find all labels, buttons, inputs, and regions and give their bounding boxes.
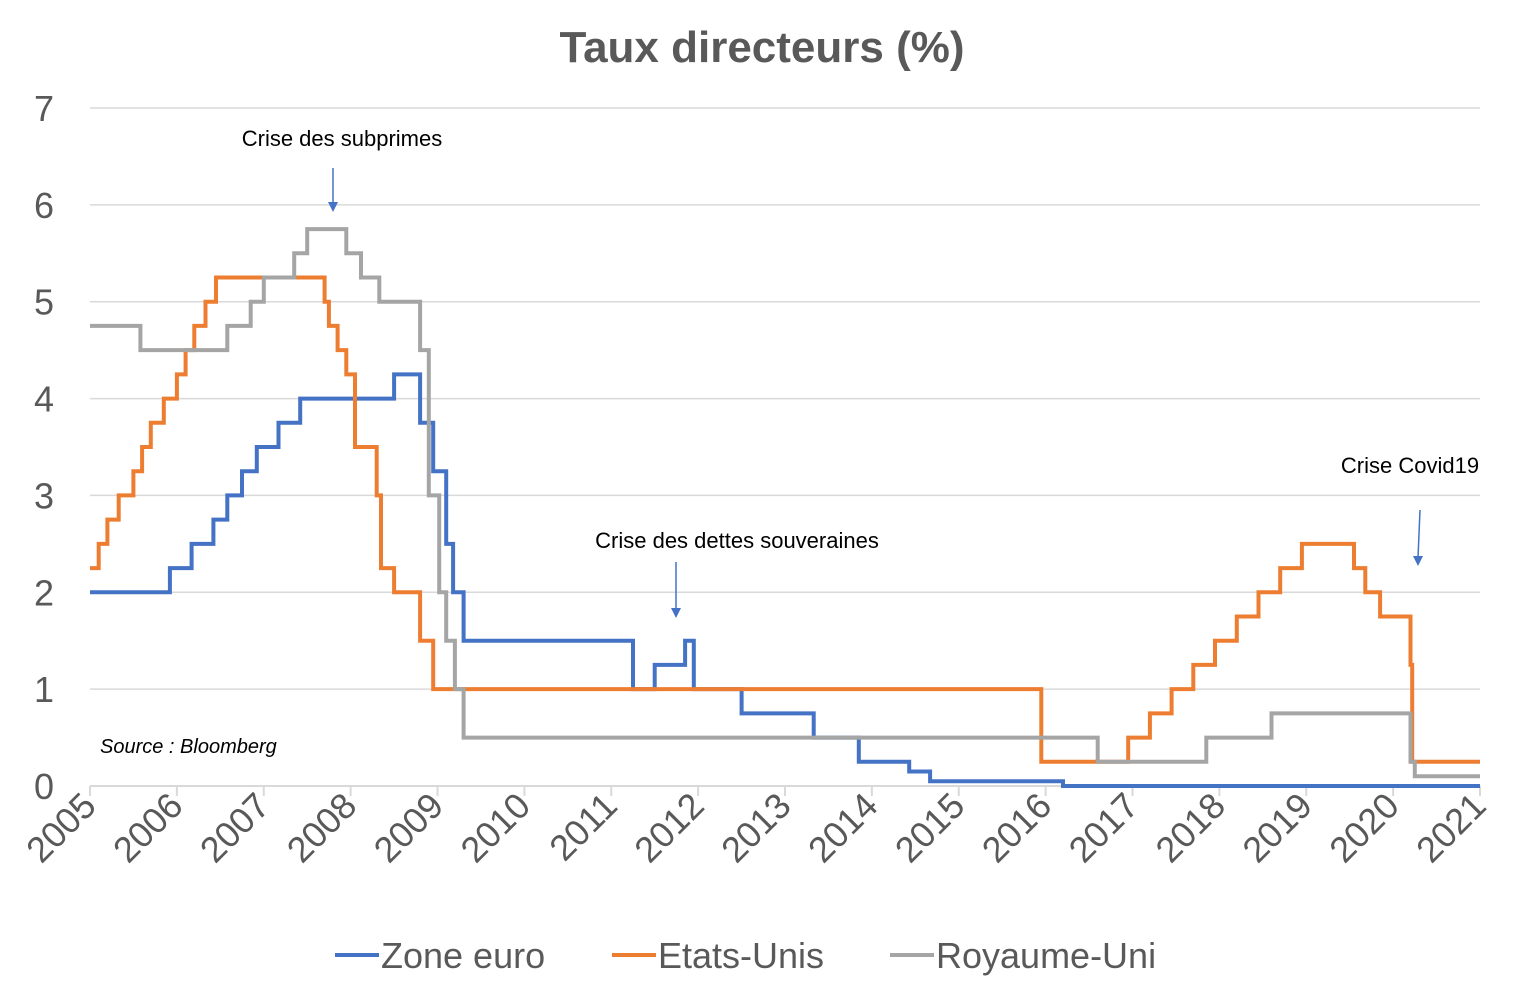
x-tick-label: 2016: [974, 785, 1060, 871]
gridlines: [90, 107, 1480, 787]
x-tick-label: 2020: [1321, 785, 1407, 871]
legend-label: Etats-Unis: [658, 935, 824, 976]
annotations: Crise des subprimes Crise des dettes souv…: [242, 126, 1479, 618]
annotation-arrowhead: [328, 202, 338, 212]
legend-label: Royaume-Uni: [936, 935, 1156, 976]
x-tick-label: 2021: [1408, 785, 1494, 871]
x-tick-label: 2011: [541, 785, 625, 869]
x-tick-label: 2017: [1061, 785, 1147, 871]
annotation-arrowhead: [671, 608, 681, 618]
chart-title: Taux directeurs (%): [559, 23, 964, 72]
y-tick-label: 5: [34, 282, 54, 323]
y-tick-label: 4: [34, 379, 54, 420]
y-tick-label: 2: [34, 572, 54, 613]
annotation-label: Crise Covid19: [1341, 453, 1479, 478]
x-tick-label: 2006: [105, 785, 191, 871]
series-lines: [90, 227, 1480, 788]
annotation-label: Crise des subprimes: [242, 126, 443, 151]
x-tick-label: 2015: [887, 785, 973, 871]
y-tick-label: 1: [34, 669, 54, 710]
legend-label: Zone euro: [381, 935, 545, 976]
x-axis-ticks: 2005 2006 2007 2008 2009 2010 2011 2012 2013 2014…: [18, 785, 1494, 871]
y-axis-ticks: 0 1 2 3 4 5 6 7: [34, 88, 54, 807]
x-tick-label: 2014: [800, 785, 886, 871]
annotation-arrow: [1417, 509, 1421, 559]
y-tick-label: 3: [34, 475, 54, 516]
x-tick-label: 2013: [713, 785, 799, 871]
x-tick-label: 2019: [1234, 785, 1320, 871]
x-tick-label: 2018: [1147, 785, 1233, 871]
series-line-1: [90, 275, 1480, 764]
series-line-2: [90, 227, 1480, 779]
annotation-label: Crise des dettes souveraines: [595, 528, 879, 553]
x-tick-label: 2010: [452, 785, 538, 871]
legend: Zone euro Etats-Unis Royaume-Uni: [335, 935, 1156, 976]
x-tick-label: 2005: [18, 785, 104, 871]
annotation-arrowhead: [1413, 556, 1423, 566]
x-tick-label: 2008: [279, 785, 365, 871]
source-note: Source : Bloomberg: [100, 736, 277, 758]
y-tick-label: 0: [34, 766, 54, 807]
x-tick-label: 2012: [626, 785, 712, 871]
y-tick-label: 6: [34, 185, 54, 226]
x-tick-label: 2009: [366, 785, 452, 871]
x-tick-label: 2007: [192, 785, 278, 871]
y-tick-label: 7: [34, 88, 54, 129]
